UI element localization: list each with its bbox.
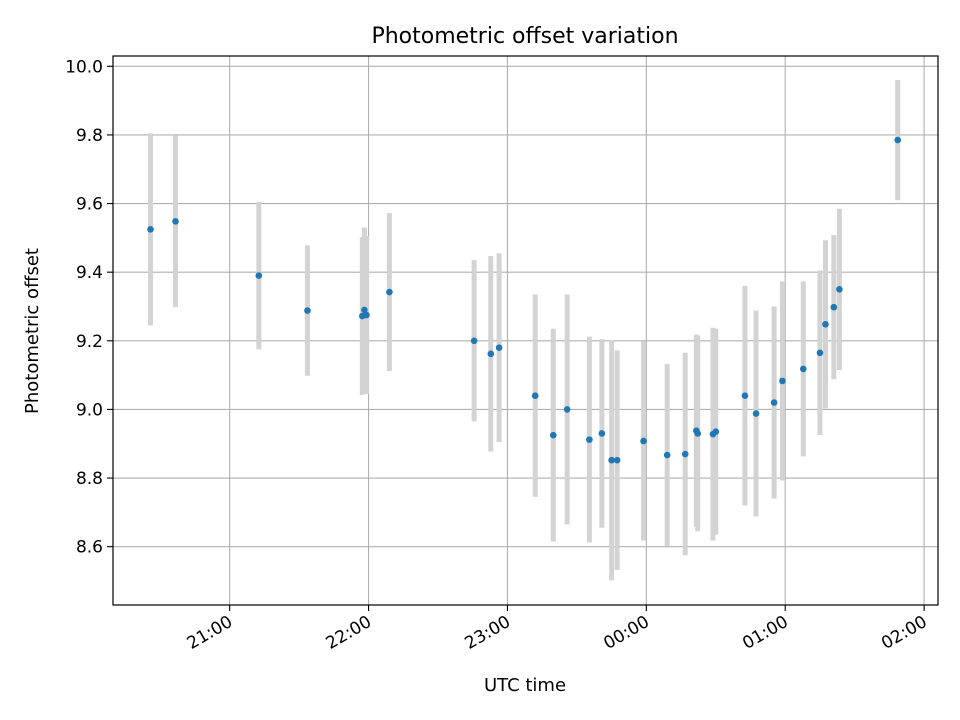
data-point <box>386 288 393 296</box>
y-axis-ticks: 8.6 8.8 9.0 9.2 9.4 9.6 9.8 10.0 <box>65 57 113 558</box>
data-point <box>363 311 370 319</box>
data-point <box>816 349 824 357</box>
data-point <box>663 451 671 459</box>
data-point <box>598 430 606 437</box>
data-point <box>822 321 829 328</box>
data-point <box>712 428 720 436</box>
data-point <box>770 399 778 406</box>
data-point <box>586 436 593 443</box>
data-point <box>894 136 902 144</box>
plot-frame <box>112 55 939 606</box>
data-point <box>608 456 615 464</box>
y-axis-label: Photometric offset <box>22 248 43 414</box>
data-point <box>563 406 571 413</box>
data-point <box>779 377 786 385</box>
y-tick-label: 8.6 <box>76 538 103 558</box>
data-point <box>799 365 807 373</box>
y-tick-label: 9.4 <box>76 263 103 283</box>
data-point <box>147 225 154 233</box>
y-tick-label: 9.0 <box>76 400 103 420</box>
y-tick-label: 9.6 <box>76 195 103 215</box>
data-point <box>549 431 557 439</box>
data-point <box>255 272 263 279</box>
data-point <box>361 306 368 314</box>
data-point <box>741 392 749 399</box>
data-point <box>470 337 478 345</box>
data-point <box>836 286 843 293</box>
y-tick-label: 9.8 <box>76 126 103 146</box>
data-point <box>681 450 689 458</box>
y-tick-label: 9.2 <box>76 332 103 352</box>
chart-title: Photometric offset variation <box>371 24 678 49</box>
y-tick-label: 8.8 <box>76 469 103 489</box>
y-tick-label: 10.0 <box>65 57 103 77</box>
data-point <box>487 350 495 358</box>
grid-layer <box>113 56 938 605</box>
data-point <box>613 456 621 464</box>
data-point <box>531 392 539 399</box>
data-point <box>640 437 647 445</box>
data-point <box>495 344 503 351</box>
data-point <box>694 430 702 437</box>
x-axis-label: UTC time <box>484 675 566 696</box>
data-point <box>752 410 760 417</box>
data-point <box>830 303 838 311</box>
marker-layer <box>147 136 902 464</box>
data-point <box>304 307 311 314</box>
data-point <box>172 218 179 225</box>
